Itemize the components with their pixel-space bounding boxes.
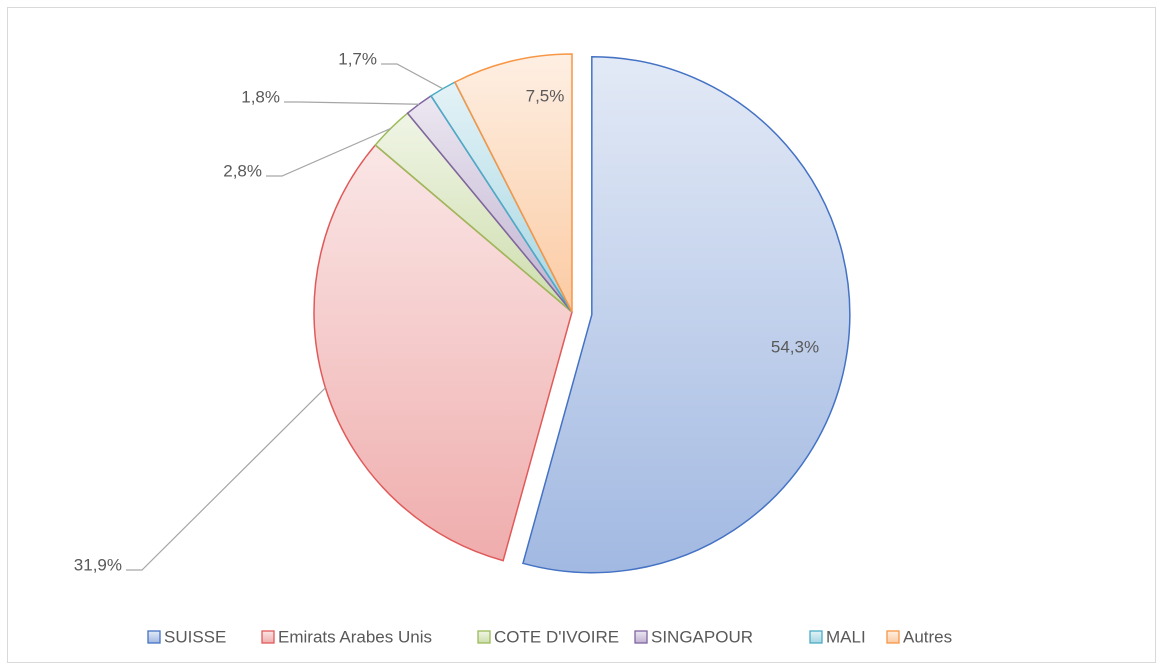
legend-swatch [477,630,491,644]
legend-label: Autres [903,627,952,646]
pie-slice [453,53,573,313]
pie-slice [522,55,851,574]
data-label: 31,9% [74,555,122,574]
legend-label: COTE D'IVOIRE [494,627,619,646]
legend-swatch [809,630,823,644]
legend-swatch [634,630,648,644]
pie-slice [313,144,573,562]
data-label: 1,7% [338,49,377,68]
data-label: 1,8% [241,87,280,106]
data-label: 54,3% [771,337,819,356]
legend-label: SUISSE [164,627,226,646]
legend-label: SINGAPOUR [651,627,753,646]
legend-label: MALI [826,627,866,646]
legend-swatch [261,630,275,644]
leader-line [284,101,420,105]
leader-line [266,127,391,177]
data-label: 2,8% [223,161,262,180]
legend-swatch [886,630,900,644]
legend-label: Emirats Arabes Unis [278,627,432,646]
leader-line [126,387,326,571]
leader-line [381,63,444,90]
data-label: 7,5% [526,86,565,105]
legend-swatch [147,630,161,644]
